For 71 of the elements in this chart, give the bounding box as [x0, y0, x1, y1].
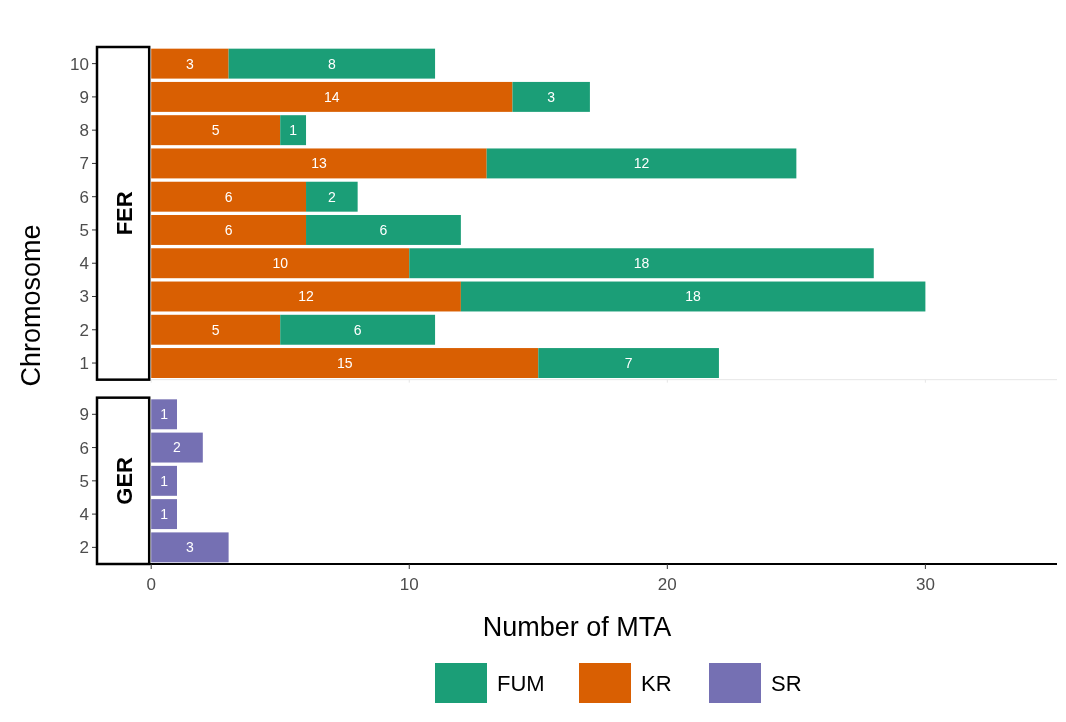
y-tick-label: 10	[70, 54, 89, 74]
data-label: 18	[633, 255, 650, 272]
data-label: 1	[160, 406, 169, 423]
data-label: 1	[160, 506, 169, 522]
x-tick-label: 0	[146, 575, 156, 594]
y-tick-label: 3	[79, 287, 89, 307]
facet-strip: GER	[95, 396, 151, 566]
bar	[306, 181, 358, 212]
legend-label: FUM	[497, 670, 545, 696]
data-label: 2	[173, 439, 182, 456]
data-label: 6	[379, 221, 388, 238]
y-tick-label: 5	[79, 471, 89, 491]
bar	[151, 148, 487, 179]
y-tick-label: 6	[79, 187, 89, 207]
data-label: 3	[547, 88, 556, 105]
data-label: 3	[186, 539, 194, 556]
y-axis-title: Chromosome	[16, 224, 46, 387]
bar	[151, 181, 307, 212]
bar	[151, 281, 461, 312]
y-tick-label: 1	[79, 353, 89, 373]
bar	[280, 314, 436, 345]
data-label: 12	[633, 155, 650, 172]
legend-label: SR	[771, 670, 802, 696]
bar	[151, 48, 229, 79]
y-tick-label: 2	[79, 320, 89, 340]
y-tick-label: 2	[79, 538, 89, 558]
data-label: 14	[324, 88, 340, 105]
data-label: 5	[211, 122, 220, 139]
x-axis-title: Number of MTA	[482, 612, 672, 642]
y-tick-label: 7	[79, 154, 89, 174]
data-label: 15	[336, 354, 353, 371]
data-label: 6	[224, 221, 233, 238]
data-label: 1	[160, 472, 169, 489]
y-tick-label: 9	[79, 87, 89, 107]
y-tick-label: 6	[79, 438, 89, 458]
data-label: 6	[353, 321, 362, 338]
bar	[409, 248, 874, 279]
bar	[151, 81, 513, 112]
data-label: 8	[327, 55, 336, 72]
data-label: 5	[211, 321, 220, 338]
data-label: 2	[327, 188, 336, 205]
x-tick-label: 10	[399, 575, 419, 594]
data-label: 6	[224, 188, 233, 205]
bar	[280, 115, 307, 146]
data-label: 13	[311, 155, 327, 172]
bar	[151, 314, 281, 345]
y-tick-label: 9	[79, 405, 89, 425]
data-label: 3	[186, 55, 194, 72]
bar	[151, 248, 410, 279]
bar	[512, 81, 590, 112]
data-label: 12	[298, 288, 315, 305]
bar	[151, 115, 281, 146]
data-label: 7	[624, 354, 633, 371]
x-tick-label: 20	[657, 575, 677, 594]
y-tick-label: 8	[79, 121, 89, 141]
bar	[538, 348, 719, 378]
facet-strip: FER	[95, 45, 151, 381]
bar	[486, 148, 797, 179]
data-label: 1	[289, 122, 298, 139]
data-label: 10	[272, 255, 289, 272]
y-tick-label: 4	[79, 254, 89, 274]
y-tick-label: 4	[79, 505, 89, 525]
y-tick-label: 5	[79, 220, 89, 240]
legend-label: KR	[641, 670, 672, 696]
bar	[151, 215, 307, 245]
bar	[228, 48, 436, 79]
x-tick-label: 30	[915, 575, 935, 594]
bar	[460, 281, 926, 312]
bar	[306, 215, 461, 245]
data-label: 18	[685, 288, 702, 305]
bar	[151, 348, 539, 378]
